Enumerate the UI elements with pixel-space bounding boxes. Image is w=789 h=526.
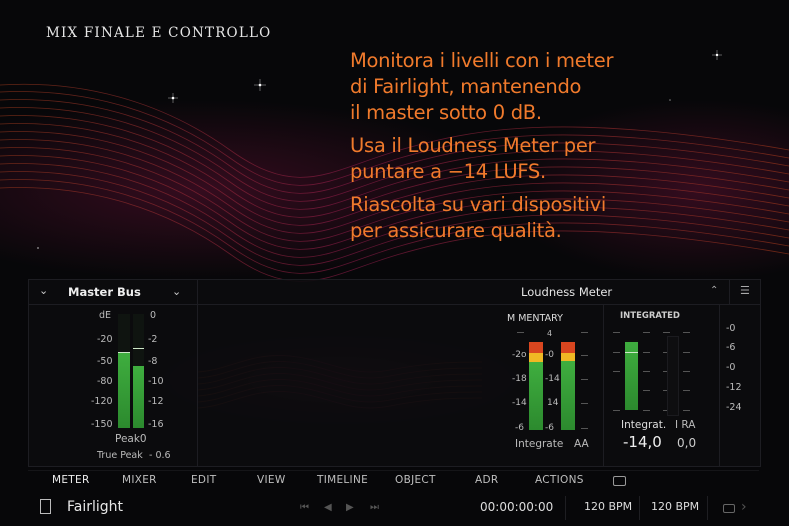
- scale-label: -6: [545, 423, 554, 433]
- menu-icon[interactable]: ☰: [740, 284, 750, 297]
- integrated-label: Integrat.: [621, 419, 667, 431]
- page-tabs: METER MIXER EDIT VIEW TIMELINE OBJECT AD…: [28, 470, 759, 491]
- bpm-display-2: 120 BPM: [651, 500, 700, 513]
- peak-label: Peak0: [115, 433, 147, 445]
- screen-icon[interactable]: [723, 504, 735, 513]
- scale-label: -12: [148, 396, 164, 407]
- bus-dropdown-chevron-icon[interactable]: ⌄: [172, 285, 182, 298]
- collapse-chevron-icon[interactable]: ⌄: [39, 284, 49, 297]
- scale-label: -6: [726, 342, 736, 353]
- app-name: Fairlight: [67, 499, 124, 515]
- loudness-meter-header: Loudness Meter ⌃ ☰: [197, 280, 760, 305]
- window-icon[interactable]: [613, 476, 626, 486]
- scale-label: -2o: [512, 350, 527, 360]
- tip-3: Riascolta su vari dispositivi per assicu…: [350, 193, 606, 242]
- scale-label: -8: [148, 356, 158, 367]
- scale-label: -150: [91, 419, 113, 430]
- skip-back-icon[interactable]: ⏮: [300, 502, 309, 513]
- momentary-meter: M MENTARY 4 -2o -18 -14 -6 -0 -14 14 -6: [497, 304, 604, 466]
- master-bus-section: ⌄ Master Bus ⌄ dE -20 -50 -80 -120 -150 …: [29, 280, 198, 466]
- tab-view[interactable]: VIEW: [257, 474, 286, 486]
- tab-adr[interactable]: ADR: [475, 474, 499, 486]
- meter-panel: ⌄ Master Bus ⌄ dE -20 -50 -80 -120 -150 …: [28, 279, 761, 467]
- next-arrow-icon[interactable]: ›: [741, 499, 747, 515]
- tab-object[interactable]: OBJECT: [395, 474, 436, 486]
- scale-label: -14: [545, 374, 560, 384]
- scale-label: -2: [148, 334, 158, 345]
- prev-icon[interactable]: ◀: [324, 502, 332, 513]
- tips-text: Monitora i livelli con i meter di Fairli…: [350, 48, 614, 251]
- scale-label: -6: [515, 423, 524, 433]
- lra-label: I RA: [675, 419, 696, 431]
- true-peak-label: True Peak: [97, 450, 143, 461]
- momentary-label-aa: AA: [574, 438, 589, 450]
- scale-label: -16: [148, 419, 164, 430]
- scale-label: dE: [99, 310, 112, 321]
- scale-label: -10: [148, 376, 164, 387]
- tab-meter[interactable]: METER: [52, 474, 90, 486]
- momentary-title: M MENTARY: [507, 313, 563, 324]
- scale-label: 14: [547, 398, 559, 408]
- momentary-label-integrate: Integrate: [515, 438, 564, 450]
- true-peak-value: - 0.6: [149, 450, 171, 461]
- master-bus-title: Master Bus: [68, 285, 141, 299]
- play-icon[interactable]: ▶: [346, 502, 354, 513]
- scale-label: -18: [512, 374, 527, 384]
- scale-label: -20: [97, 334, 113, 345]
- integrated-title: INTEGRATED: [620, 311, 680, 321]
- timecode: 00:00:00:00: [480, 500, 554, 514]
- scale-label: -12: [726, 382, 742, 393]
- scale-label: -50: [97, 356, 113, 367]
- status-bar: Fairlight ⏮ ◀ ▶ ⏭ 00:00:00:00 120 BPM 12…: [28, 492, 759, 524]
- tab-edit[interactable]: EDIT: [191, 474, 217, 486]
- tip-2: Usa il Loudness Meter per puntare a −14 …: [350, 134, 596, 183]
- master-bus-header: ⌄ Master Bus ⌄: [29, 280, 197, 305]
- master-meter-left: [118, 314, 130, 428]
- scale-label: -0: [545, 350, 554, 360]
- bpm-display-1: 120 BPM: [584, 500, 633, 513]
- loudness-meter-section: Loudness Meter ⌃ ☰ M MENTARY 4 -2o -18 -…: [197, 280, 760, 466]
- integrated-value: -14,0: [623, 433, 662, 451]
- scale-label: -24: [726, 402, 742, 413]
- scale-label: -120: [91, 396, 113, 407]
- scale-label: 0: [150, 310, 157, 321]
- fairlight-page-icon: [40, 499, 51, 514]
- integrated-bar: [625, 340, 638, 410]
- tab-actions[interactable]: ACTIONS: [535, 474, 584, 486]
- momentary-bar-right: [561, 342, 575, 430]
- loudness-meter-title: Loudness Meter: [521, 285, 613, 299]
- tip-1: Monitora i livelli con i meter di Fairli…: [350, 49, 614, 124]
- scale-label: 4: [547, 329, 553, 338]
- momentary-bar-left: [529, 342, 543, 430]
- master-meter-right: [133, 314, 144, 428]
- tab-timeline[interactable]: TIMELINE: [317, 474, 369, 486]
- scale-label: -0: [726, 323, 736, 334]
- scale-label: -0: [726, 362, 736, 373]
- lra-bar: [667, 336, 679, 416]
- slide-title: MIX FINALE E CONTROLLO: [46, 25, 272, 41]
- scale-label: -80: [97, 376, 113, 387]
- lra-value: 0,0: [677, 436, 697, 450]
- skip-forward-icon[interactable]: ⏭: [370, 502, 379, 513]
- integrated-meter: INTEGRATED Integrat. I RA -14,0 0,0: [603, 304, 720, 466]
- collapse-up-icon[interactable]: ⌃: [710, 285, 719, 296]
- scale-label: -14: [512, 398, 527, 408]
- tab-mixer[interactable]: MIXER: [122, 474, 157, 486]
